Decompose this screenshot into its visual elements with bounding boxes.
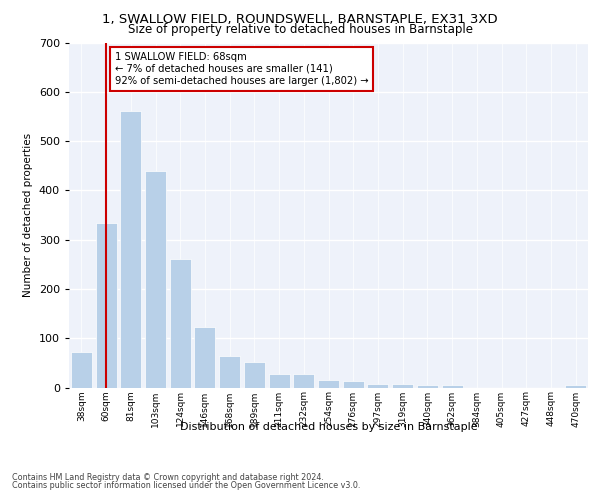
Bar [244, 362, 265, 388]
Bar [71, 352, 92, 388]
Text: Size of property relative to detached houses in Barnstaple: Size of property relative to detached ho… [128, 24, 473, 36]
Bar [367, 384, 388, 388]
Text: Contains public sector information licensed under the Open Government Licence v3: Contains public sector information licen… [12, 482, 361, 490]
Text: 1 SWALLOW FIELD: 68sqm
← 7% of detached houses are smaller (141)
92% of semi-det: 1 SWALLOW FIELD: 68sqm ← 7% of detached … [115, 52, 368, 86]
Bar [442, 385, 463, 388]
Bar [392, 384, 413, 388]
Text: Contains HM Land Registry data © Crown copyright and database right 2024.: Contains HM Land Registry data © Crown c… [12, 472, 324, 482]
Text: Distribution of detached houses by size in Barnstaple: Distribution of detached houses by size … [180, 422, 478, 432]
Bar [170, 260, 191, 388]
Bar [318, 380, 339, 388]
Bar [145, 170, 166, 388]
Bar [293, 374, 314, 388]
Bar [194, 327, 215, 388]
Bar [417, 385, 438, 388]
Bar [343, 381, 364, 388]
Y-axis label: Number of detached properties: Number of detached properties [23, 133, 33, 297]
Bar [565, 385, 586, 388]
Bar [120, 110, 141, 388]
Bar [269, 374, 290, 388]
Text: 1, SWALLOW FIELD, ROUNDSWELL, BARNSTAPLE, EX31 3XD: 1, SWALLOW FIELD, ROUNDSWELL, BARNSTAPLE… [102, 12, 498, 26]
Bar [219, 356, 240, 388]
Bar [95, 224, 116, 388]
